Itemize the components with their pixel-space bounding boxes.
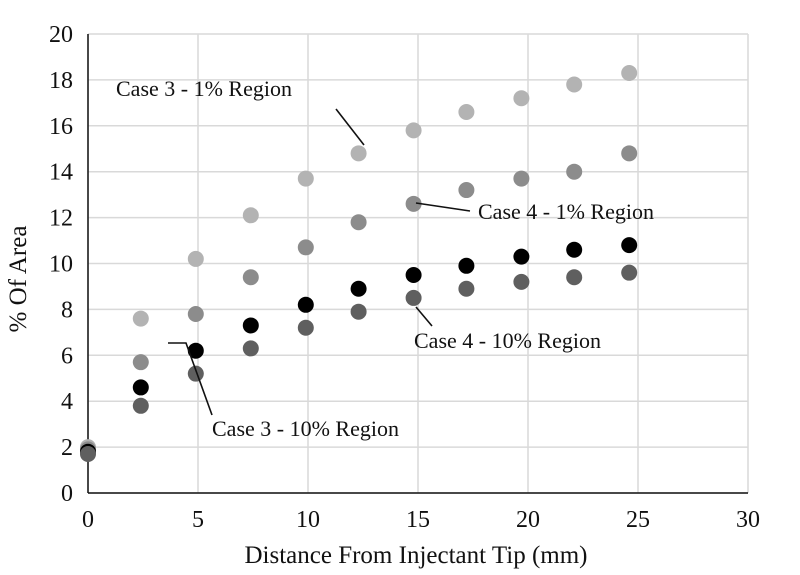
annotation-case3-1pct: Case 3 - 1% Region xyxy=(116,76,292,101)
x-tick-labels: 0 5 10 15 20 25 30 xyxy=(82,507,760,533)
data-point xyxy=(350,280,367,297)
data-point xyxy=(187,250,204,267)
series-3 xyxy=(80,264,638,462)
data-point xyxy=(621,65,638,82)
data-point xyxy=(513,273,530,290)
y-tick-label: 14 xyxy=(49,160,73,186)
data-point xyxy=(187,342,204,359)
data-point xyxy=(187,305,204,322)
x-tick-label: 20 xyxy=(516,507,540,533)
annotation-case4-1pct: Case 4 - 1% Region xyxy=(478,199,654,224)
data-point xyxy=(132,354,149,371)
data-point xyxy=(513,170,530,187)
y-axis-title: % Of Area xyxy=(5,226,32,333)
y-tick-label: 0 xyxy=(61,481,73,507)
annotation-leader-case4-10pct xyxy=(415,306,433,327)
data-point xyxy=(458,257,475,274)
data-point xyxy=(242,340,259,357)
data-point xyxy=(566,269,583,286)
data-point xyxy=(566,163,583,180)
data-point xyxy=(621,237,638,254)
data-point xyxy=(405,289,422,306)
x-tick-label: 25 xyxy=(626,507,650,533)
series-1 xyxy=(80,145,638,458)
data-point xyxy=(297,239,314,256)
x-tick-label: 0 xyxy=(82,507,94,533)
x-tick-label: 10 xyxy=(296,507,320,533)
data-point xyxy=(405,122,422,139)
y-tick-label: 4 xyxy=(61,389,73,415)
data-point xyxy=(80,445,96,462)
data-point xyxy=(350,303,367,320)
annotation-leader-case3-1pct xyxy=(335,108,365,146)
data-point xyxy=(350,145,367,162)
x-tick-label: 30 xyxy=(736,507,760,533)
annotation-case4-10pct: Case 4 - 10% Region xyxy=(414,328,601,353)
grid xyxy=(87,33,749,494)
x-tick-label: 5 xyxy=(192,507,204,533)
annotation-leader-case3-10pct xyxy=(168,342,213,416)
x-axis-title: Distance From Injectant Tip (mm) xyxy=(244,542,587,569)
data-point xyxy=(458,182,475,199)
data-point xyxy=(297,170,314,187)
data-point xyxy=(242,207,259,224)
data-point xyxy=(132,379,149,396)
data-point xyxy=(513,248,530,265)
data-point xyxy=(405,195,422,212)
y-tick-labels: 0 2 4 6 8 10 12 14 16 18 20 xyxy=(49,22,73,507)
data-point xyxy=(297,319,314,336)
y-tick-label: 2 xyxy=(61,435,73,461)
data-point xyxy=(297,296,314,313)
y-tick-label: 10 xyxy=(49,252,73,278)
data-point xyxy=(405,266,422,283)
data-point xyxy=(350,214,367,231)
y-tick-label: 20 xyxy=(49,22,73,48)
data-point xyxy=(621,264,638,281)
data-points xyxy=(80,65,638,462)
data-point xyxy=(513,90,530,107)
x-tick-label: 15 xyxy=(406,507,430,533)
data-point xyxy=(458,280,475,297)
data-point xyxy=(132,397,149,414)
axes xyxy=(87,34,748,494)
data-point xyxy=(621,145,638,162)
annotation-leader-case4-1pct xyxy=(415,202,471,212)
y-tick-label: 8 xyxy=(61,297,73,323)
data-point xyxy=(187,365,204,382)
y-tick-label: 16 xyxy=(49,114,73,140)
y-tick-label: 6 xyxy=(61,343,73,369)
data-point xyxy=(242,317,259,334)
data-point xyxy=(566,241,583,258)
data-point xyxy=(132,310,149,327)
series-2 xyxy=(80,237,638,460)
series-0 xyxy=(80,65,638,456)
y-tick-label: 18 xyxy=(49,68,73,94)
data-point xyxy=(566,76,583,93)
y-tick-label: 12 xyxy=(49,206,73,232)
data-point xyxy=(242,269,259,286)
data-point xyxy=(458,104,475,121)
annotations: Case 3 - 1% Region Case 4 - 1% Region Ca… xyxy=(116,76,654,441)
annotation-case3-10pct: Case 3 - 10% Region xyxy=(212,416,399,441)
